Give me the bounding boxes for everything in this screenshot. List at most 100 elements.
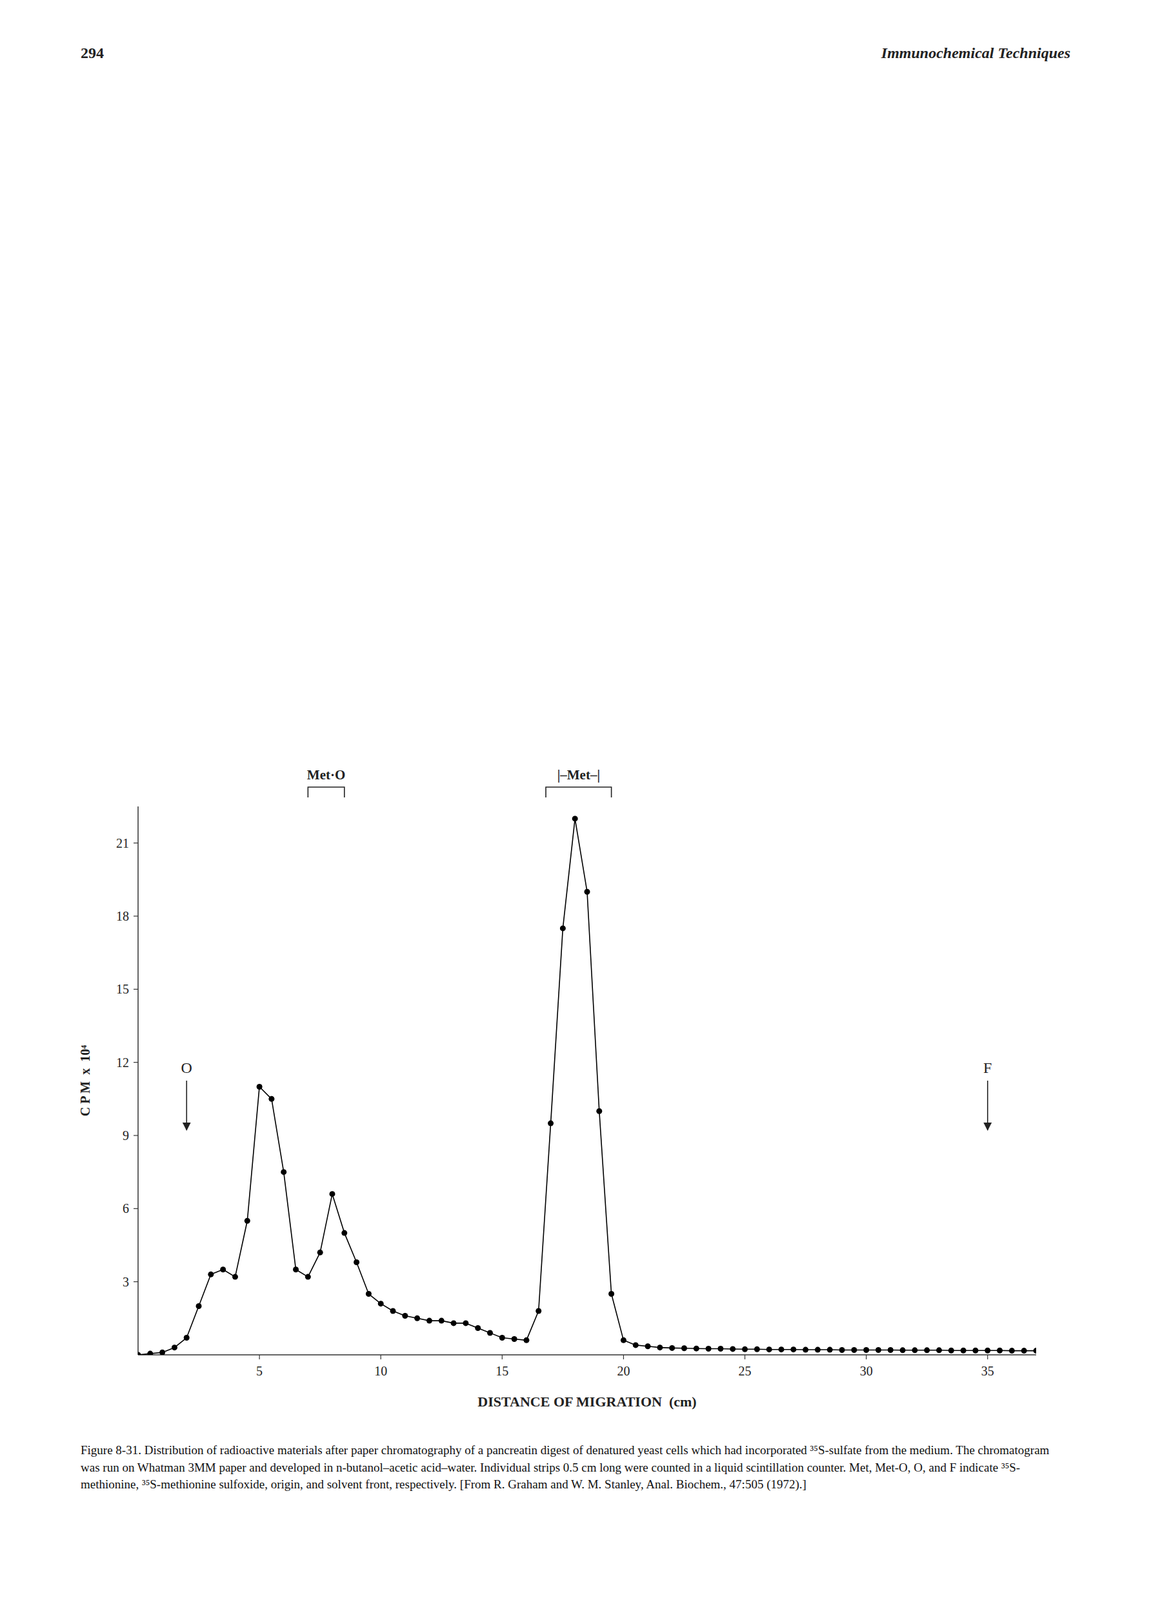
plot-area	[138, 815, 1037, 1355]
data-point	[232, 1274, 239, 1281]
data-point	[159, 1349, 166, 1355]
data-point	[705, 1345, 712, 1352]
data-point	[244, 1218, 251, 1224]
data-point	[353, 1259, 360, 1266]
arrow	[987, 1080, 989, 1131]
x-axis-line	[138, 1354, 1037, 1356]
y-tick	[133, 1061, 139, 1063]
data-point	[196, 1303, 202, 1310]
data-point	[790, 1346, 797, 1353]
data-point	[802, 1347, 809, 1353]
data-point	[462, 1320, 469, 1326]
data-point	[827, 1347, 833, 1353]
data-point	[960, 1347, 967, 1354]
data-point	[414, 1315, 421, 1322]
data-point	[741, 1346, 748, 1353]
y-tick-label: 12	[116, 1055, 130, 1070]
data-line	[138, 818, 1037, 1355]
y-tick	[133, 915, 139, 917]
annotations: O F Met·O |–Met–|	[181, 767, 993, 1131]
data-point	[390, 1308, 397, 1315]
y-tick	[133, 1208, 139, 1210]
data-point	[487, 1330, 493, 1337]
x-tick	[380, 1354, 382, 1360]
y-tick-label: 9	[122, 1128, 130, 1143]
data-point	[341, 1230, 348, 1237]
data-point	[778, 1346, 784, 1353]
bracket	[545, 787, 612, 798]
data-point	[717, 1345, 724, 1352]
data-point	[1009, 1347, 1015, 1354]
arrow-label: O	[181, 1059, 193, 1077]
data-point	[268, 1096, 275, 1102]
header-title: Immunochemical Techniques	[880, 44, 1071, 62]
bracket	[307, 787, 344, 798]
data-point	[887, 1347, 894, 1353]
y-tick-label: 18	[116, 909, 130, 924]
data-point	[669, 1345, 675, 1352]
bracket-label: |–Met–|	[557, 767, 601, 783]
x-tick-label: 25	[738, 1363, 752, 1379]
data-point	[220, 1266, 226, 1273]
data-point	[996, 1347, 1003, 1354]
caption: Figure 8-31. Distribution of radioactive…	[80, 1441, 1068, 1494]
data-point	[596, 1108, 602, 1115]
y-tick-label: 21	[116, 836, 130, 851]
data-point	[948, 1347, 955, 1354]
y-tick	[133, 1281, 139, 1282]
page: 294Immunochemical Techniques510152025303…	[0, 0, 1151, 1600]
data-point	[875, 1347, 882, 1353]
data-point	[138, 1352, 142, 1356]
data-point	[972, 1347, 979, 1354]
data-point	[572, 815, 579, 822]
x-tick-label: 35	[981, 1363, 995, 1379]
data-point	[584, 889, 591, 895]
x-axis-label: DISTANCE OF MIGRATION (cm)	[477, 1393, 697, 1410]
data-point	[426, 1318, 433, 1324]
y-tick	[133, 1134, 139, 1136]
data-point	[632, 1341, 639, 1348]
data-point	[766, 1346, 773, 1353]
data-point	[547, 1120, 554, 1127]
data-point	[656, 1344, 663, 1351]
data-point	[450, 1320, 457, 1326]
y-tick-label: 3	[122, 1274, 130, 1290]
x-tick	[744, 1354, 746, 1360]
x-tick-label: 20	[616, 1363, 630, 1379]
y-axis-line	[137, 806, 139, 1355]
data-point	[863, 1347, 870, 1353]
x-tick-label: 30	[860, 1363, 873, 1379]
data-point	[645, 1343, 651, 1350]
data-point	[171, 1344, 178, 1351]
data-point	[839, 1347, 846, 1353]
arrow-label: F	[983, 1059, 992, 1077]
y-tick-label: 15	[116, 981, 130, 997]
x-tick	[987, 1354, 988, 1360]
bracket-label: Met·O	[307, 767, 346, 783]
x-tick-label: 5	[256, 1363, 263, 1379]
header-page-number: 294	[80, 44, 104, 62]
data-point	[183, 1334, 190, 1341]
data-point	[923, 1347, 930, 1353]
x-tick	[623, 1354, 624, 1360]
y-tick	[133, 842, 139, 844]
data-point	[365, 1291, 372, 1297]
data-point	[438, 1318, 445, 1324]
data-point	[936, 1347, 942, 1353]
data-point	[814, 1347, 821, 1353]
data-point	[560, 925, 566, 931]
data-point	[900, 1347, 906, 1353]
data-point	[511, 1336, 518, 1342]
data-point	[850, 1347, 857, 1353]
data-point	[378, 1300, 384, 1307]
data-point	[911, 1347, 918, 1353]
y-tick	[133, 989, 139, 990]
arrow	[185, 1080, 188, 1131]
x-tick	[865, 1354, 867, 1360]
data-point	[608, 1291, 615, 1297]
x-tick-label: 15	[495, 1363, 509, 1379]
data-point	[207, 1271, 214, 1278]
data-point	[147, 1351, 153, 1355]
data-point	[1033, 1347, 1037, 1354]
data-point	[523, 1337, 530, 1344]
